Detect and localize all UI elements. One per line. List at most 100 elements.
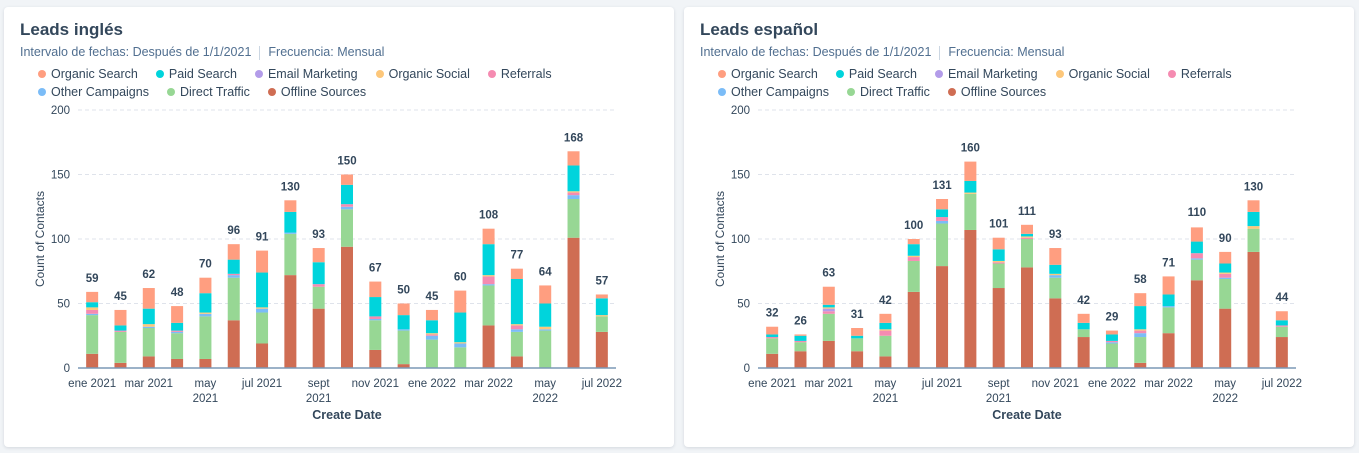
bar-segment-direct-traffic[interactable] <box>595 316 608 332</box>
bar-segment-paid-search[interactable] <box>482 244 495 276</box>
bar-segment-paid-search[interactable] <box>1077 322 1090 330</box>
bar-segment-paid-search[interactable] <box>1190 241 1203 254</box>
bar-segment-paid-search[interactable] <box>1021 233 1033 237</box>
bar-segment-paid-search[interactable] <box>425 320 438 334</box>
legend-item-organic-search[interactable]: Organic Search <box>38 65 138 83</box>
bar-segment-other-campaigns[interactable] <box>936 220 949 224</box>
bar-segment-offline-sources[interactable] <box>1162 333 1175 368</box>
bar-segment-organic-search[interactable] <box>1247 200 1260 212</box>
bar-segment-direct-traffic[interactable] <box>369 320 382 350</box>
bar-segment-direct-traffic[interactable] <box>794 342 807 352</box>
frequency-filter[interactable]: Frecuencia: Mensual <box>268 45 385 59</box>
bar-segment-paid-search[interactable] <box>227 259 240 274</box>
date-range-filter[interactable]: Intervalo de fechas: Después de 1/1/2021 <box>20 45 252 59</box>
bar-segment-offline-sources[interactable] <box>567 237 580 368</box>
bar-segment-offline-sources[interactable] <box>199 358 212 368</box>
bar-segment-organic-search[interactable] <box>851 328 864 336</box>
bar-segment-direct-traffic[interactable] <box>114 331 127 363</box>
bar-segment-email-marketing[interactable] <box>822 308 835 312</box>
bar-segment-direct-traffic[interactable] <box>312 286 325 309</box>
bar-segment-offline-sources[interactable] <box>142 356 155 368</box>
bar-segment-paid-search[interactable] <box>510 278 523 325</box>
legend-item-organic-search[interactable]: Organic Search <box>718 65 818 83</box>
bar-segment-direct-traffic[interactable] <box>142 328 155 357</box>
bar-segment-referrals[interactable] <box>227 273 240 276</box>
bar-segment-referrals[interactable] <box>482 276 495 285</box>
bar-segment-referrals[interactable] <box>312 284 325 287</box>
bar-segment-referrals[interactable] <box>1021 237 1033 239</box>
bar-segment-referrals[interactable] <box>1275 325 1288 327</box>
legend-item-email-marketing[interactable]: Email Marketing <box>934 65 1038 83</box>
bar-segment-other-campaigns[interactable] <box>369 318 382 321</box>
bar-segment-other-campaigns[interactable] <box>510 329 523 332</box>
bar-segment-offline-sources[interactable] <box>1219 308 1232 368</box>
bar-segment-organic-social[interactable] <box>595 315 608 317</box>
bar-segment-offline-sources[interactable] <box>1049 298 1062 368</box>
bar-segment-paid-search[interactable] <box>341 184 353 205</box>
bar-segment-referrals[interactable] <box>1105 340 1118 343</box>
bar-segment-other-campaigns[interactable] <box>482 284 495 286</box>
legend-item-other-campaigns[interactable]: Other Campaigns <box>718 83 829 101</box>
bar-segment-offline-sources[interactable] <box>397 364 410 368</box>
bar-segment-paid-search[interactable] <box>1275 320 1288 326</box>
bar-segment-paid-search[interactable] <box>595 298 608 316</box>
bar-segment-organic-search[interactable] <box>425 309 438 321</box>
date-range-filter[interactable]: Intervalo de fechas: Después de 1/1/2021 <box>700 45 932 59</box>
bar-segment-referrals[interactable] <box>567 192 580 196</box>
bar-segment-organic-search[interactable] <box>1190 227 1203 242</box>
bar-segment-offline-sources[interactable] <box>1247 251 1260 368</box>
bar-segment-paid-search[interactable] <box>1134 306 1147 330</box>
bar-segment-direct-traffic[interactable] <box>1275 326 1288 338</box>
bar-segment-offline-sources[interactable] <box>369 349 382 368</box>
bar-segment-other-campaigns[interactable] <box>256 308 269 313</box>
bar-segment-other-campaigns[interactable] <box>199 313 212 317</box>
bar-segment-direct-traffic[interactable] <box>936 223 949 267</box>
bar-segment-offline-sources[interactable] <box>114 362 127 368</box>
bar-segment-organic-search[interactable] <box>794 334 807 336</box>
bar-segment-direct-traffic[interactable] <box>454 347 467 368</box>
bar-segment-organic-social[interactable] <box>992 260 1005 263</box>
bar-segment-direct-traffic[interactable] <box>1134 337 1147 363</box>
bar-segment-paid-search[interactable] <box>567 165 580 192</box>
legend-item-offline-sources[interactable]: Offline Sources <box>947 83 1046 101</box>
bar-segment-other-campaigns[interactable] <box>284 232 297 234</box>
bar-segment-organic-social[interactable] <box>1021 236 1033 238</box>
bar-segment-paid-search[interactable] <box>1105 334 1118 341</box>
bar-segment-direct-traffic[interactable] <box>879 335 892 357</box>
bar-segment-offline-sources[interactable] <box>992 288 1005 368</box>
bar-segment-organic-search[interactable] <box>1134 293 1147 307</box>
bar-segment-referrals[interactable] <box>510 325 523 330</box>
bar-segment-organic-social[interactable] <box>454 342 467 344</box>
bar-segment-paid-search[interactable] <box>284 211 297 233</box>
legend-item-referrals[interactable]: Referrals <box>1167 65 1232 83</box>
bar-segment-organic-search[interactable] <box>879 313 892 323</box>
bar-segment-direct-traffic[interactable] <box>199 316 212 359</box>
legend-item-organic-social[interactable]: Organic Social <box>1055 65 1150 83</box>
bar-segment-direct-traffic[interactable] <box>482 285 495 326</box>
bar-segment-referrals[interactable] <box>114 330 127 332</box>
bar-segment-referrals[interactable] <box>907 257 920 261</box>
bar-segment-organic-search[interactable] <box>86 291 99 303</box>
bar-segment-paid-search[interactable] <box>1162 294 1175 307</box>
bar-segment-paid-search[interactable] <box>454 312 467 343</box>
bar-segment-direct-traffic[interactable] <box>822 313 835 341</box>
bar-segment-offline-sources[interactable] <box>879 356 892 368</box>
bar-segment-offline-sources[interactable] <box>510 356 523 368</box>
frequency-filter[interactable]: Frecuencia: Mensual <box>948 45 1065 59</box>
bar-segment-offline-sources[interactable] <box>1021 267 1033 368</box>
bar-segment-other-campaigns[interactable] <box>1162 306 1175 308</box>
bar-segment-organic-social[interactable] <box>964 192 977 194</box>
bar-segment-organic-search[interactable] <box>822 286 835 305</box>
bar-segment-paid-search[interactable] <box>312 262 325 285</box>
bar-segment-direct-traffic[interactable] <box>1190 259 1203 281</box>
bar-segment-other-campaigns[interactable] <box>1190 258 1203 260</box>
bar-segment-direct-traffic[interactable] <box>1162 307 1175 334</box>
bar-segment-organic-search[interactable] <box>171 306 184 323</box>
bar-segment-offline-sources[interactable] <box>312 308 325 368</box>
bar-segment-referrals[interactable] <box>1219 273 1232 278</box>
bar-segment-direct-traffic[interactable] <box>1049 277 1062 299</box>
bar-segment-organic-search[interactable] <box>1105 330 1118 335</box>
bar-segment-referrals[interactable] <box>425 334 438 336</box>
bar-segment-organic-social[interactable] <box>510 324 523 326</box>
bar-segment-organic-search[interactable] <box>142 288 155 309</box>
